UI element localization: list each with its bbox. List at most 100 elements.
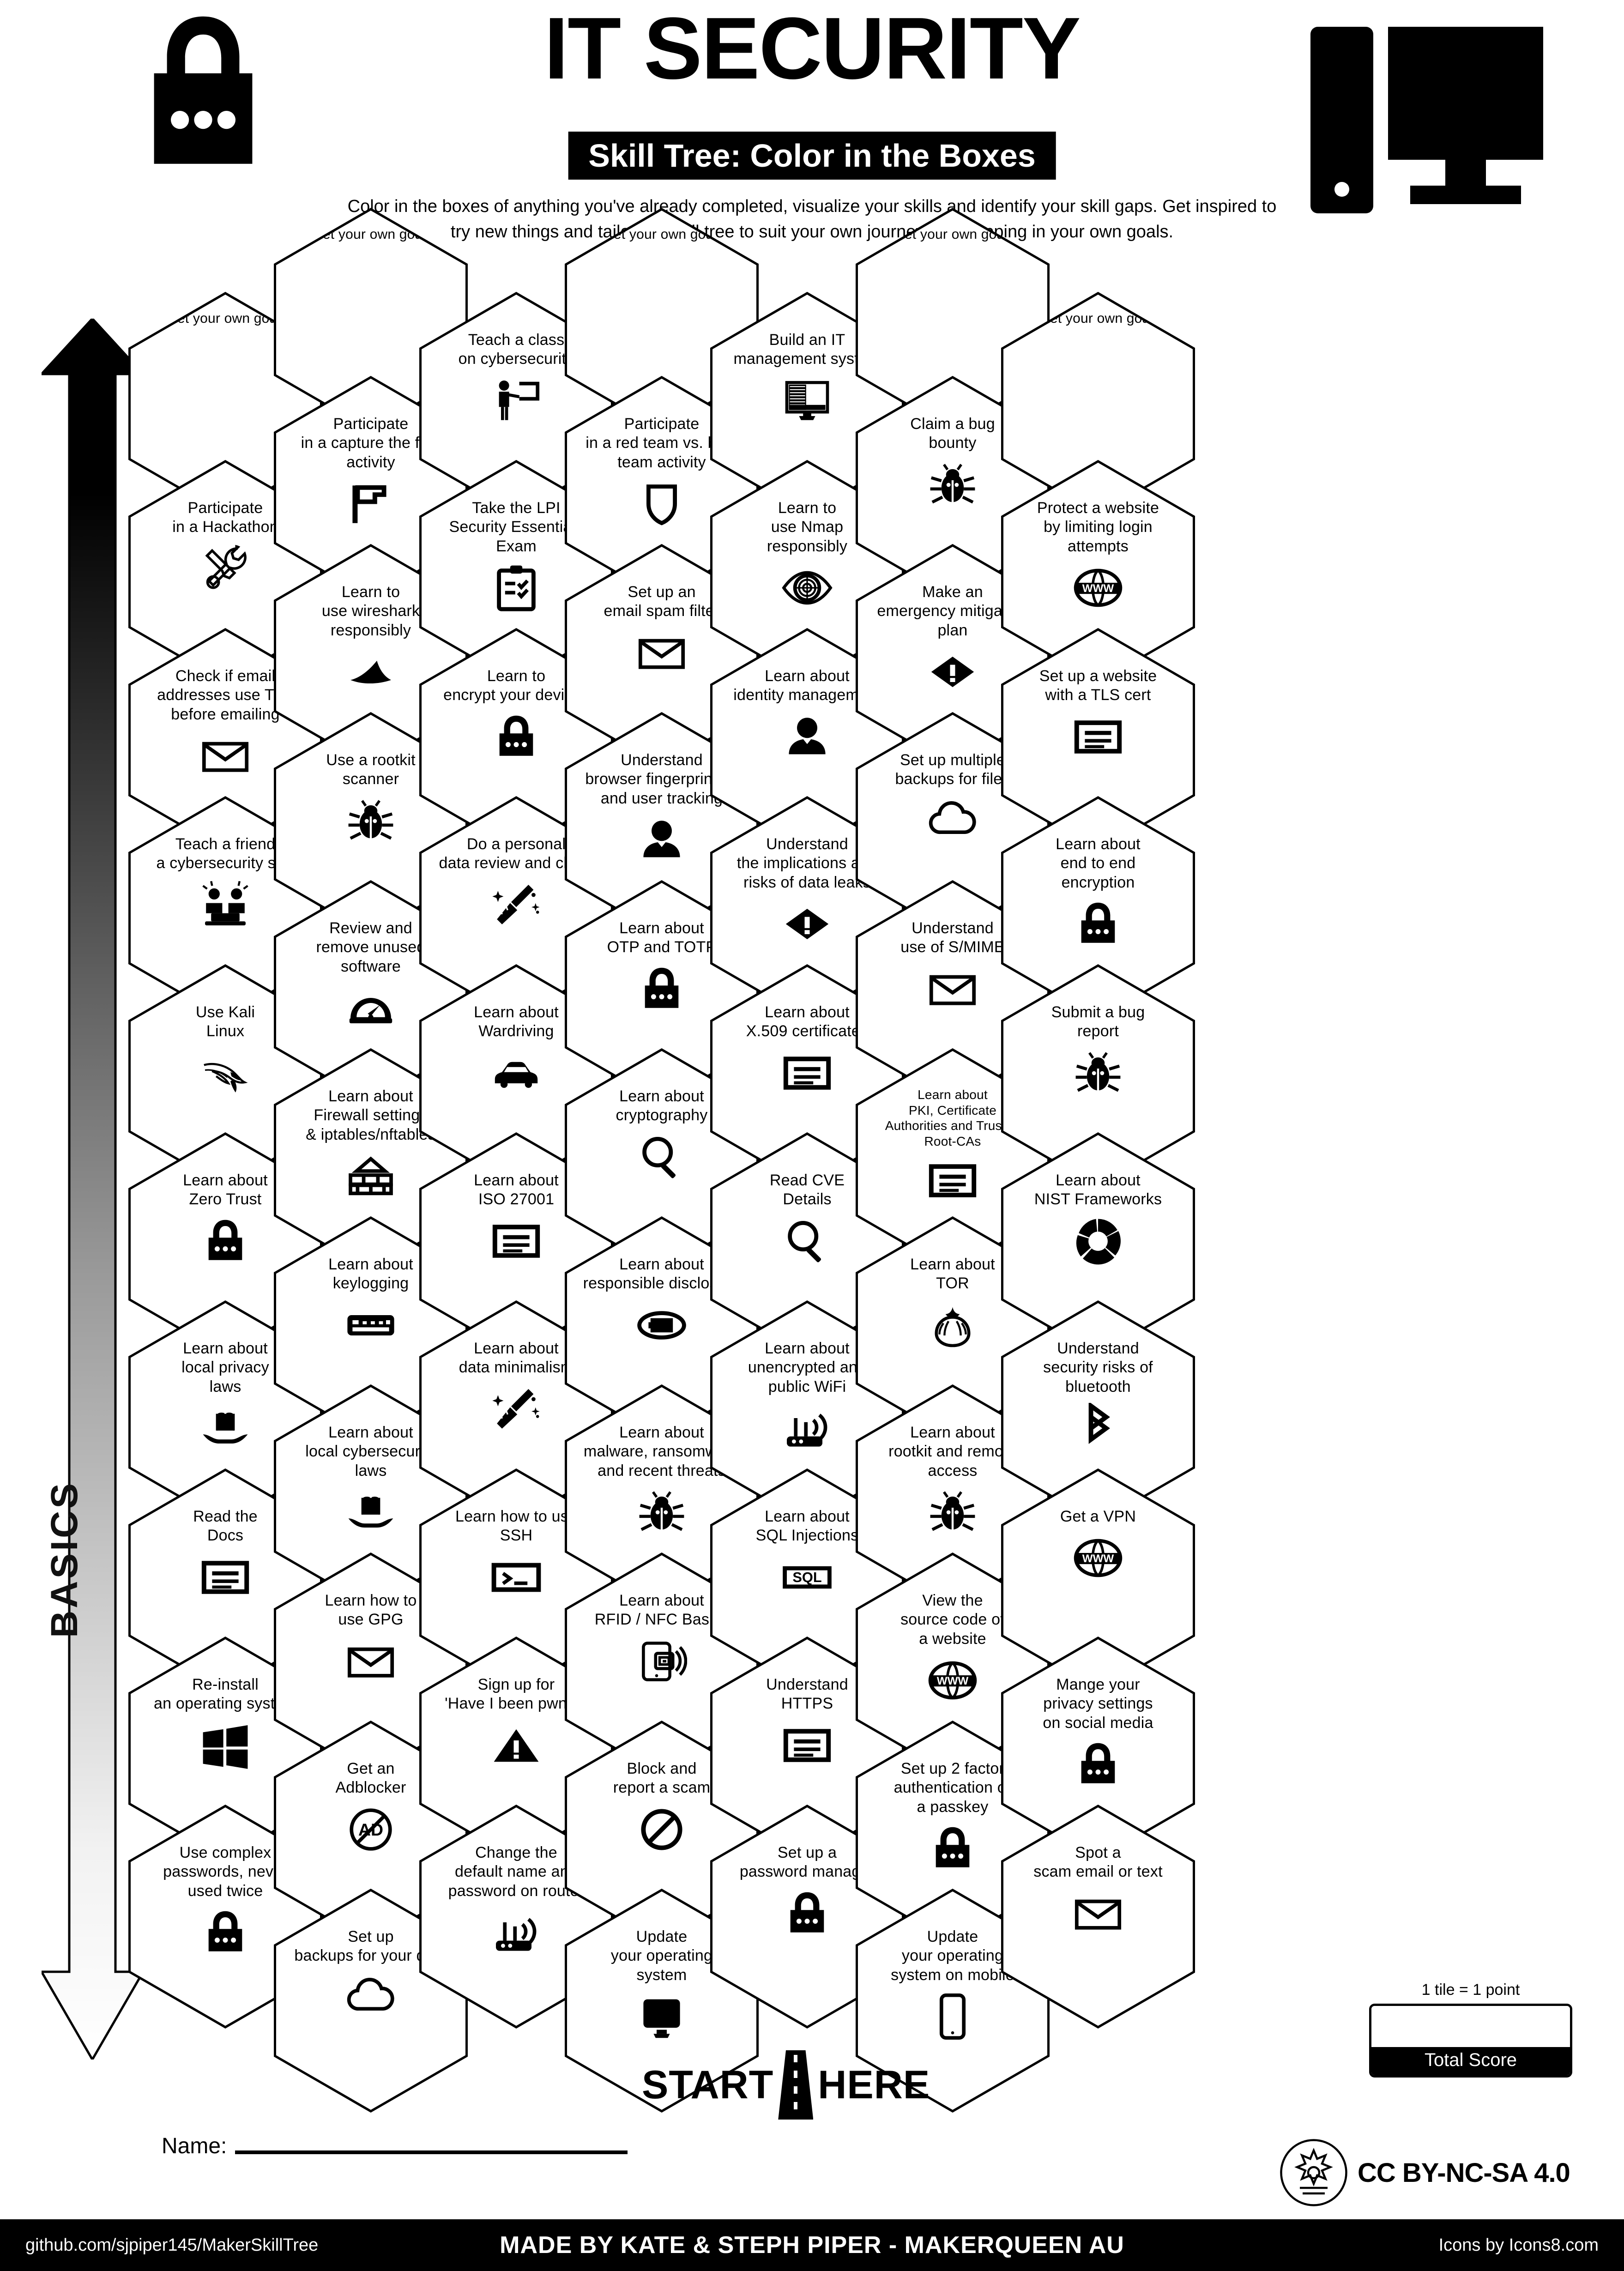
hex-tile-label: Read the Docs	[193, 1508, 258, 1545]
hex-tile-label: Read CVE Details	[769, 1172, 845, 1208]
hex-tile-label: Set up an email spam filter	[604, 583, 720, 620]
hex-tile-label: Mange your privacy settings on social medi…	[1043, 1676, 1153, 1732]
desktop-icon	[636, 1991, 687, 2042]
hex-tile-label: Use complex passwords, never used twice	[163, 1844, 288, 1900]
terminal-icon	[491, 1552, 542, 1603]
hex-tile-label: Sign up for 'Have I been pwnd?'	[445, 1676, 588, 1713]
score-note: 1 tile = 1 point	[1421, 1981, 1520, 1999]
hex-tile-label: Learn how to use SSH	[455, 1508, 578, 1545]
hex-tile-label: Get a VPN	[1060, 1508, 1136, 1525]
envelope-icon	[927, 964, 978, 1015]
license-block: CC BY-NC-SA 4.0	[1279, 2138, 1570, 2207]
hex-tile-label: Understand security risks of bluetooth	[1043, 1340, 1153, 1395]
page-intro-text: Color in the boxes of anything you've al…	[347, 197, 1277, 242]
start-label: START	[642, 2062, 774, 2107]
page-title: IT SECURITY	[544, 0, 1081, 97]
document-icon	[782, 1048, 833, 1099]
server-monitor-icon	[782, 375, 833, 426]
cloud-icon	[345, 1972, 396, 2023]
name-input-line[interactable]	[235, 2150, 628, 2154]
hex-tile-label: Participate in a Hackathon	[172, 499, 278, 536]
hex-tile-label: Learn about data minimalism	[459, 1340, 574, 1377]
hex-tile-label: Re-install an operating system	[154, 1676, 297, 1713]
license-text: CC BY-NC-SA 4.0	[1358, 2157, 1570, 2188]
hex-tile-label: Set up a password manager	[739, 1844, 875, 1881]
onion-icon	[927, 1300, 978, 1351]
hex-tile-label: Learn to use wireshark responsibly	[321, 583, 420, 639]
hex-tile-label: Understand the implications and risks of d…	[737, 835, 878, 891]
hex-tile-label: Learn about keylogging	[328, 1256, 413, 1293]
hex-tile-label: Set up a website with a TLS cert	[1039, 667, 1157, 704]
padlock-icon	[927, 1823, 978, 1874]
nfc-icon	[636, 1636, 687, 1687]
firewall-icon	[345, 1151, 396, 1202]
hex-tile-label: Spot a scam email or text	[1033, 1844, 1163, 1881]
footer-github-link[interactable]: github.com/sjpiper145/MakerSkillTree	[25, 2235, 319, 2255]
hex-tile-label: Understand use of S/MIME	[900, 919, 1005, 956]
shark-fin-icon	[345, 646, 396, 697]
document-icon	[782, 1720, 833, 1771]
gauge-icon	[345, 983, 396, 1033]
name-label: Name:	[162, 2134, 227, 2158]
hex-tile-body[interactable]: Update your operating system on mobile	[858, 1891, 1047, 2110]
two-people-laptop-icon	[200, 880, 251, 930]
difficulty-axis-arrow	[39, 317, 146, 2062]
car-icon	[491, 1048, 542, 1099]
hex-tile-label: Use Kali Linux	[195, 1003, 255, 1040]
padlock-icon	[1073, 1739, 1123, 1790]
magnifier-icon	[782, 1216, 833, 1267]
hex-tile-label: Learn about Wardriving	[474, 1003, 559, 1040]
www-icon: WWW	[927, 1655, 978, 1706]
hex-tile-label: Learn about X.509 certificates	[746, 1003, 869, 1040]
hex-tile-label: Take the LPI Security Essentials Exam	[449, 499, 584, 555]
broom-sparkle-icon	[491, 1384, 542, 1435]
open-book-hand-icon	[200, 1403, 251, 1454]
hex-tile-label: Learn about local privacy laws	[181, 1340, 269, 1395]
bug-icon	[345, 796, 396, 846]
flag-icon	[345, 478, 396, 529]
hex-tile-label: (set your own goal)	[311, 227, 431, 242]
total-score-label: Total Score	[1371, 2047, 1570, 2075]
name-field-row[interactable]: Name:	[162, 2133, 628, 2159]
hex-tile-label: Learn about RFID / NFC Basics	[594, 1592, 729, 1629]
skill-hex-tile[interactable]: Update your operating system on mobile	[856, 1889, 1050, 2113]
hex-tile-label: Use a rootkit scanner	[326, 751, 416, 788]
svg-text:WWW: WWW	[1082, 582, 1114, 595]
page-subtitle: Skill Tree: Color in the Boxes	[568, 132, 1056, 180]
score-entry-area[interactable]	[1371, 2006, 1570, 2047]
hex-tile-label: Learn about local cybersecurity laws	[305, 1424, 436, 1480]
hex-tile-label: Claim a bug bounty	[910, 415, 995, 452]
total-score-box[interactable]: Total Score	[1369, 2004, 1572, 2078]
page-header: IT SECURITY Skill Tree: Color in the Box…	[0, 0, 1624, 277]
hex-tile-label: Update your operating system on mobile	[891, 1928, 1014, 1984]
padlock-logo-icon	[139, 14, 268, 236]
eye-target-icon	[782, 562, 833, 613]
document-icon	[491, 1216, 542, 1267]
hex-tile-label: (set your own goal)	[893, 227, 1013, 242]
alert-diamond-icon	[782, 899, 833, 949]
hex-tile-label: Learn about rootkit and remote access	[888, 1424, 1017, 1480]
envelope-icon	[200, 731, 251, 781]
windows-icon	[200, 1720, 251, 1771]
www-icon: WWW	[1073, 1533, 1123, 1583]
www-icon: WWW	[1073, 562, 1123, 613]
hex-tile-label: Submit a bug report	[1051, 1003, 1145, 1040]
padlock-icon	[200, 1216, 251, 1267]
skill-hex-tile[interactable]: Spot a scam email or text	[1001, 1805, 1195, 2029]
hex-tile-label: Get an Adblocker	[335, 1760, 406, 1797]
bug-icon	[927, 459, 978, 510]
hex-tile-label: Learn how to use GPG	[325, 1592, 417, 1629]
padlock-icon	[636, 964, 687, 1015]
hex-tile-label: Teach a class on cybersecurity	[458, 331, 574, 368]
user-silhouette-icon	[782, 712, 833, 762]
hex-tile-label: Learn about OTP and TOTP	[607, 919, 717, 956]
bug-icon	[927, 1487, 978, 1538]
here-label: HERE	[818, 2062, 930, 2107]
block-icon	[636, 1804, 687, 1855]
bug-icon	[636, 1487, 687, 1538]
warning-triangle-icon	[491, 1720, 542, 1771]
no-ad-icon: AD	[345, 1804, 396, 1855]
padlock-icon	[1073, 899, 1123, 949]
footer-icons-credit[interactable]: Icons by Icons8.com	[1438, 2235, 1599, 2255]
